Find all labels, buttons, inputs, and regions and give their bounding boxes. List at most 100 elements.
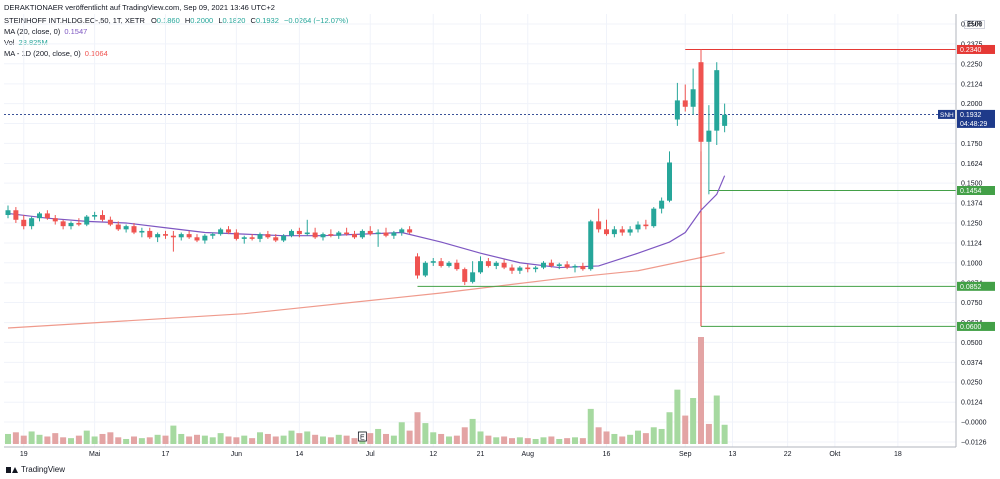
candle-body	[588, 221, 594, 270]
volume-bar	[398, 422, 405, 444]
legend-volume[interactable]: Vol 28.825M	[4, 38, 48, 47]
candle-body	[76, 222, 82, 225]
candle-body	[533, 267, 539, 270]
candle-body	[478, 261, 483, 273]
volume-bar	[477, 431, 484, 444]
volume-bar	[414, 412, 421, 444]
legend-ma200[interactable]: MA - 1D (200, close, 0) 0.1064	[4, 49, 108, 58]
candle-body	[328, 234, 334, 236]
candle-body	[604, 229, 609, 235]
volume-bar	[107, 432, 114, 444]
candle-body	[44, 213, 50, 219]
price-tick-label: 0.0250	[961, 380, 983, 387]
candle-body	[84, 216, 90, 225]
tradingview-logo[interactable]: TradingView	[6, 465, 65, 474]
ma200-layer	[7, 251, 725, 329]
volume-bar	[178, 433, 185, 444]
time-tick-label: 12	[429, 451, 437, 458]
candle-body	[186, 234, 192, 238]
time-tick-label: Jun	[231, 451, 242, 458]
ma200-label: MA - 1D (200, close, 0)	[4, 49, 81, 58]
price-badge-label: 0.1932	[960, 112, 982, 119]
volume-bar	[603, 431, 610, 444]
ohlc-low-label: L	[218, 16, 223, 25]
candle-body	[462, 269, 468, 282]
time-tick-label: Sep	[679, 451, 692, 458]
time-tick-label: 19	[20, 451, 28, 458]
price-tick-label: 0.1000	[961, 260, 983, 267]
price-tick-label: 0.1500	[961, 181, 983, 188]
legend-instrument: STEINHOFF INT.HLDG.EO-,50, 1T, XETR O0.1…	[4, 16, 348, 25]
volume-bar	[20, 435, 27, 444]
candle-body	[430, 261, 436, 263]
ma200-value: 0.1064	[84, 49, 108, 58]
price-tick-label: 0.2500	[961, 22, 983, 29]
candle-body	[706, 130, 712, 142]
ohlc-low: 0.1820	[222, 16, 246, 25]
time-tick-label: Mai	[89, 451, 101, 458]
volume-bar	[422, 423, 429, 444]
candle-body	[485, 261, 491, 266]
volume-bar	[272, 436, 279, 444]
candle-body	[367, 230, 373, 235]
volume-bar	[194, 434, 200, 444]
legend-ma20[interactable]: MA (20, close, 0) 0.1547	[4, 27, 87, 36]
candle-body	[163, 234, 168, 236]
publish-line: DERAKTIONAER veröffentlicht auf TradingV…	[4, 3, 275, 12]
volume-bar	[572, 437, 578, 444]
candle-body	[714, 70, 720, 131]
ohlc-high: 0.2000	[190, 16, 214, 25]
ma20-label: MA (20, close, 0)	[4, 27, 61, 36]
candle-body	[438, 261, 444, 266]
volume-bar	[532, 438, 539, 444]
volume-bar	[485, 435, 492, 444]
candle-body	[296, 230, 302, 235]
candle-body	[249, 237, 255, 239]
volume-bar	[642, 433, 649, 444]
candle-body	[415, 256, 420, 276]
volume-bar	[60, 437, 67, 444]
price-tick-label: 0.2000	[961, 101, 983, 108]
volume-bar	[635, 430, 641, 444]
currency-button[interactable]: EUR	[964, 20, 985, 29]
candle-body	[454, 262, 460, 270]
candle-body	[257, 234, 263, 239]
volume-bars	[5, 337, 728, 444]
time-tick-label: Jul	[366, 451, 375, 458]
candle-body	[170, 235, 176, 238]
candle-body	[202, 235, 208, 241]
volume-bar	[91, 436, 98, 444]
volume-bar	[509, 438, 515, 444]
candle-body	[233, 232, 239, 239]
candle-body	[501, 262, 507, 268]
ma20-layer	[7, 175, 726, 269]
volume-bar	[721, 424, 728, 444]
price-tick-label: 0.2124	[961, 81, 983, 88]
volume-bar	[28, 431, 35, 444]
candle-body	[107, 219, 113, 225]
volume-bar	[438, 433, 445, 444]
price-tick-label: 0.1124	[961, 241, 982, 248]
candles	[5, 49, 728, 286]
volume-bar	[682, 415, 689, 444]
candle-body	[611, 229, 617, 235]
candle-body	[391, 232, 397, 236]
volume-bar	[343, 435, 350, 444]
candle-body	[131, 226, 137, 233]
volume-bar	[186, 436, 193, 444]
volume-bar	[493, 437, 500, 444]
ohlc-open-label: O	[150, 16, 157, 25]
volume-bar	[658, 428, 665, 444]
ma200-line	[7, 251, 725, 329]
volume-bar	[304, 431, 311, 444]
volume-bar	[327, 437, 334, 444]
volume-bar	[383, 433, 389, 444]
volume-bar	[288, 430, 295, 444]
candle-body	[29, 218, 35, 227]
candle-body	[446, 262, 452, 266]
volume-bar	[446, 436, 452, 444]
candle-body	[320, 234, 326, 238]
candle-body	[659, 200, 665, 209]
time-tick-label: 16	[603, 451, 611, 458]
